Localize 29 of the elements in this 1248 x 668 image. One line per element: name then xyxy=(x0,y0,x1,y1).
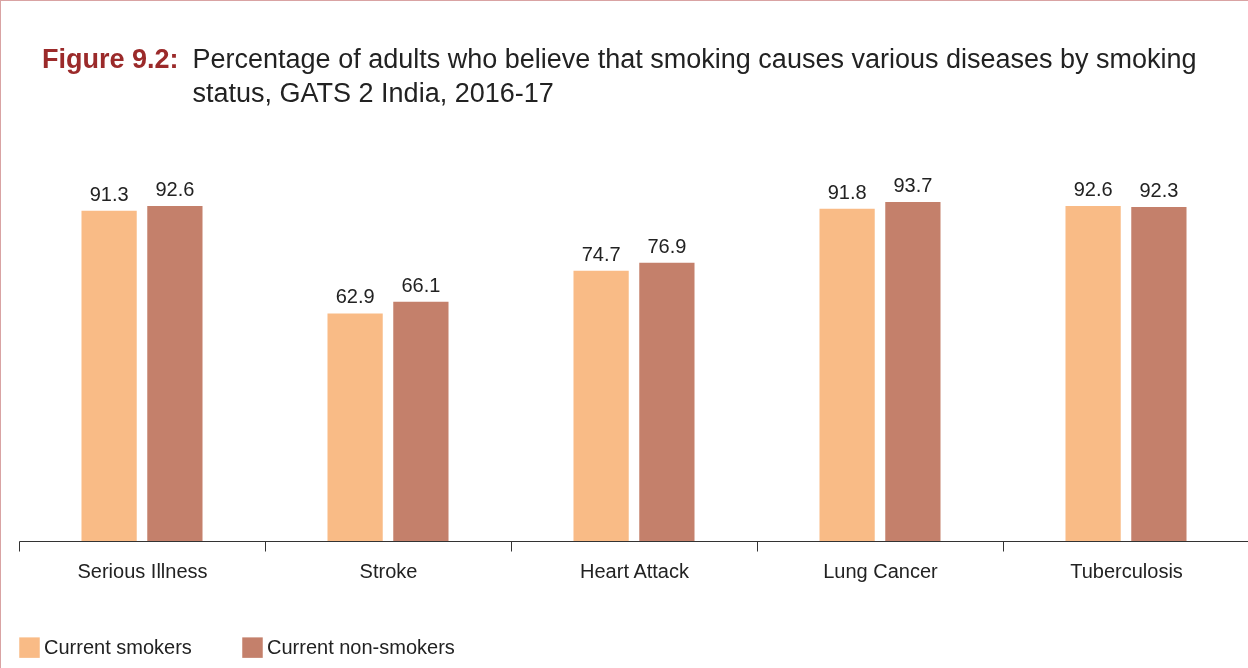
data-label: 74.7 xyxy=(581,242,621,265)
x-tick-label: Heart Attack xyxy=(580,559,690,582)
bar xyxy=(573,270,629,541)
bar xyxy=(327,313,383,541)
data-label: 92.3 xyxy=(1139,179,1179,202)
bar xyxy=(81,210,137,541)
bar xyxy=(147,205,203,541)
bar xyxy=(393,301,449,541)
data-label: 91.3 xyxy=(89,182,129,205)
bar xyxy=(1065,205,1121,541)
x-tick-label: Tuberculosis xyxy=(1070,559,1183,582)
bar xyxy=(819,208,875,541)
data-label: 93.7 xyxy=(893,174,933,196)
legend-label: Current smokers xyxy=(44,635,192,658)
data-label: 91.8 xyxy=(827,180,867,203)
bar xyxy=(639,262,695,541)
data-label: 66.1 xyxy=(401,273,441,296)
bar xyxy=(1131,207,1187,541)
x-tick-label: Lung Cancer xyxy=(823,559,939,582)
data-label: 92.6 xyxy=(155,177,195,200)
data-label: 76.9 xyxy=(647,234,687,257)
data-label: 62.9 xyxy=(335,285,375,308)
legend-label: Current non-smokers xyxy=(267,635,455,658)
x-tick-label: Serious Illness xyxy=(77,559,208,582)
x-tick-label: Stroke xyxy=(359,559,418,582)
data-label: 92.6 xyxy=(1073,177,1113,200)
chart-title: Figure 9.2: xyxy=(42,43,179,76)
chart-subtitle: Percentage of adults who believe that smoking causes various diseases by smoking status, GATS 2 India, 2016-17 xyxy=(192,43,1198,110)
bar xyxy=(885,202,941,541)
